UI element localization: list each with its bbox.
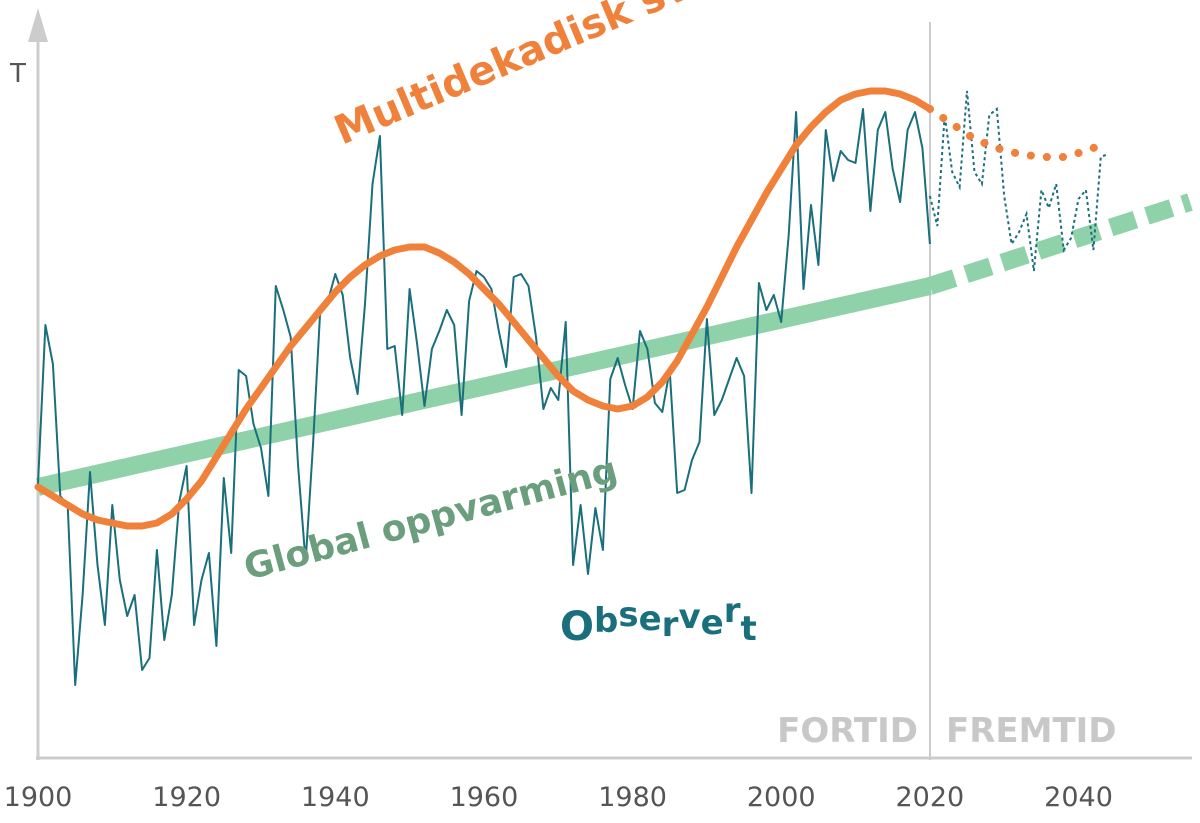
observed-line <box>37 108 931 686</box>
era-label-future: FREMTID <box>946 711 1117 751</box>
label-observed-letter: r <box>724 591 741 631</box>
observed-projected-line <box>928 90 1109 272</box>
x-tick-label-2020: 2020 <box>896 782 965 813</box>
trend-line-projected <box>927 193 1193 295</box>
x-tick-labels: 1900 1920 1940 1960 1980 2000 2020 2040 <box>4 782 1113 813</box>
x-tick-label-1920: 1920 <box>152 782 221 813</box>
x-tick-label-1960: 1960 <box>450 782 519 813</box>
label-observed: Observert <box>560 591 757 650</box>
label-observed-letter: r <box>662 605 679 645</box>
label-observed-letter: e <box>701 603 724 643</box>
label-observed-letter: v <box>678 597 700 637</box>
x-tick-label-1980: 1980 <box>598 782 667 813</box>
x-tick-label-2040: 2040 <box>1044 782 1113 813</box>
x-tick-label-1940: 1940 <box>301 782 370 813</box>
x-tick-label-1900: 1900 <box>4 782 73 813</box>
y-axis-label: T <box>9 59 26 89</box>
label-observed-letter: t <box>740 609 756 649</box>
label-observed-letter: O <box>560 604 594 650</box>
y-axis-arrow-icon <box>28 8 48 42</box>
label-trend: Global oppvarming <box>240 450 622 589</box>
label-oscillation: Multidekadisk svingning <box>328 0 853 154</box>
label-observed-text: Observert <box>560 591 757 650</box>
label-observed-letter: s <box>618 595 638 635</box>
series-layer <box>34 87 1193 686</box>
oscillation-line-observed <box>34 87 934 530</box>
oscillation-line-projected <box>925 105 1113 161</box>
trend-line-observed <box>36 277 932 496</box>
x-tick-label-2000: 2000 <box>747 782 816 813</box>
label-observed-letter: e <box>639 599 662 639</box>
label-observed-letter: b <box>594 601 618 641</box>
era-label-past: FORTID <box>777 711 918 751</box>
